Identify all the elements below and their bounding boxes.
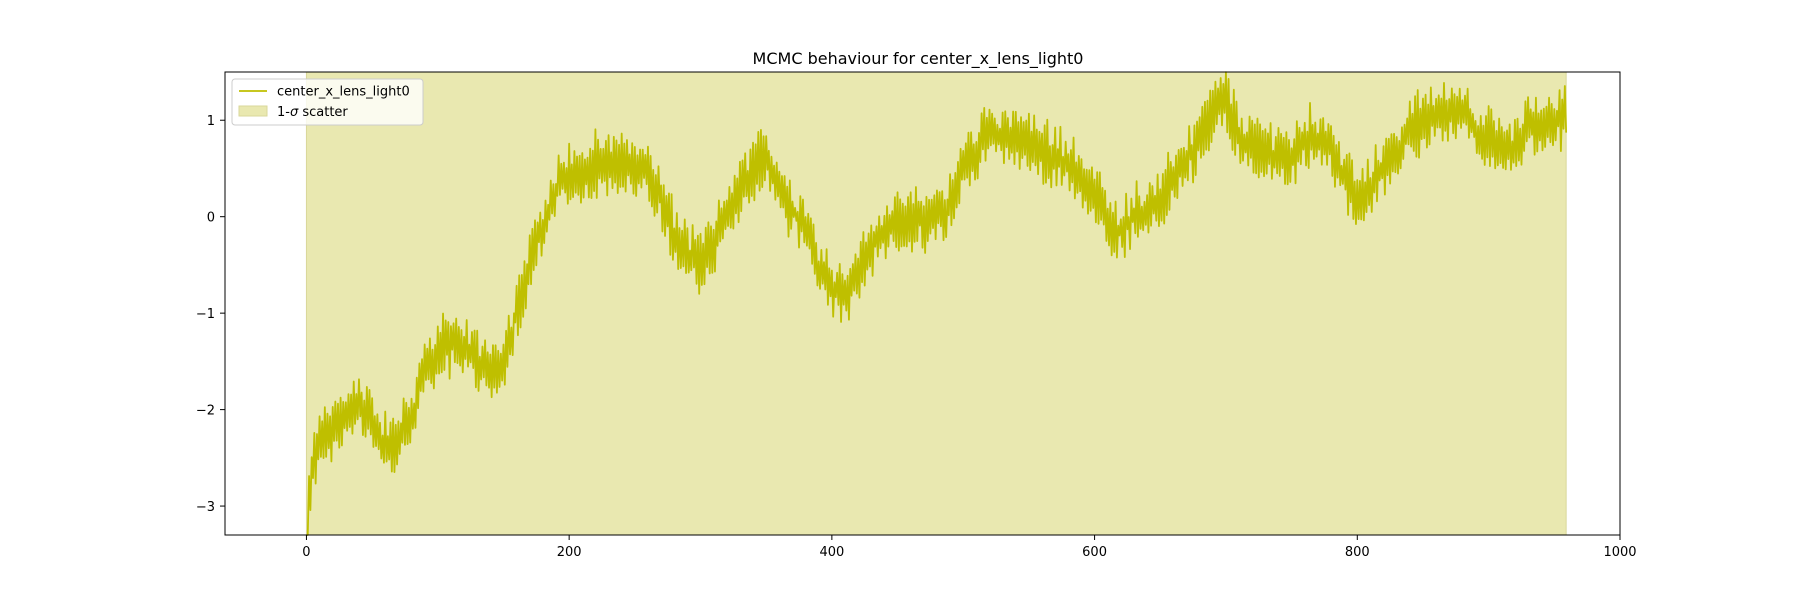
y-tick-label: 1 [207,114,215,129]
plot-frame [224,71,1621,536]
y-tick-label: −1 [196,307,215,322]
x-axis: 0 200 400 600 800 1000 [302,535,1637,560]
x-tick-label: 0 [302,545,310,560]
y-axis: −3 −2 −1 0 1 [196,114,225,515]
x-tick-label: 600 [1082,545,1107,560]
x-tick-label: 1000 [1603,545,1636,560]
legend-box [231,78,424,126]
y-tick-label: 0 [207,211,215,226]
sigma-scatter-band [305,71,1567,536]
x-tick-label: 400 [819,545,844,560]
legend-line-label: center_x_lens_light0 [277,85,410,100]
chain-trace-line [306,71,1568,536]
y-tick-label: −3 [196,500,215,515]
y-tick-label: −2 [196,404,215,419]
legend-area-label: 1-σ scatter [277,105,348,120]
sigma-symbol: σ [290,105,299,120]
x-tick-label: 200 [557,545,582,560]
chart-title: MCMC behaviour for center_x_lens_light0 [753,49,1084,69]
legend-area-prefix: 1- [277,105,290,120]
x-tick-label: 800 [1345,545,1370,560]
plot-area [224,71,1621,536]
legend-area-swatch [238,105,268,117]
legend: center_x_lens_light0 1-σ scatter [231,78,424,126]
legend-area-suffix: scatter [298,105,348,120]
